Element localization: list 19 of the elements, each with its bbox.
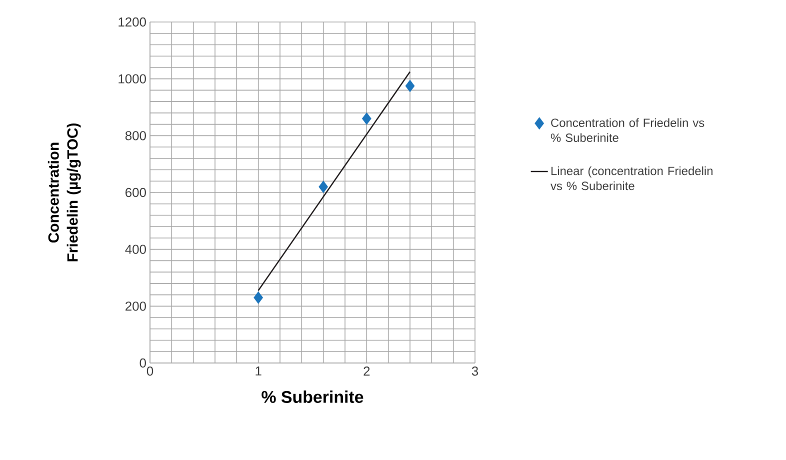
y-tick-label: 600 [126,188,146,198]
y-tick-label: 1200 [118,17,146,27]
x-tick-label: 1 [256,366,262,376]
x-tick-label: 3 [472,366,478,376]
x-tick-label: 0 [146,366,154,376]
legend-label: Concentration of Friedelin vs % Suberinite [550,118,704,142]
y-tick-label: 1000 [118,74,146,84]
y-axis-title: Concentration Friedelin (µg/gTOC) [48,123,81,262]
y-tick-label: 800 [125,131,146,140]
point [254,291,264,304]
y-tick-label: 0 [140,358,146,368]
x-axis-title: % Suberinite [262,390,364,403]
y-tick-label: 400 [125,244,146,254]
legend-label: Linear (concentration Friedelin vs % Suberinite [550,166,712,190]
x-tick-label: 2 [364,366,370,376]
point [318,180,328,194]
point [362,112,372,125]
point [405,80,415,92]
y-tick-label: 200 [126,302,146,311]
